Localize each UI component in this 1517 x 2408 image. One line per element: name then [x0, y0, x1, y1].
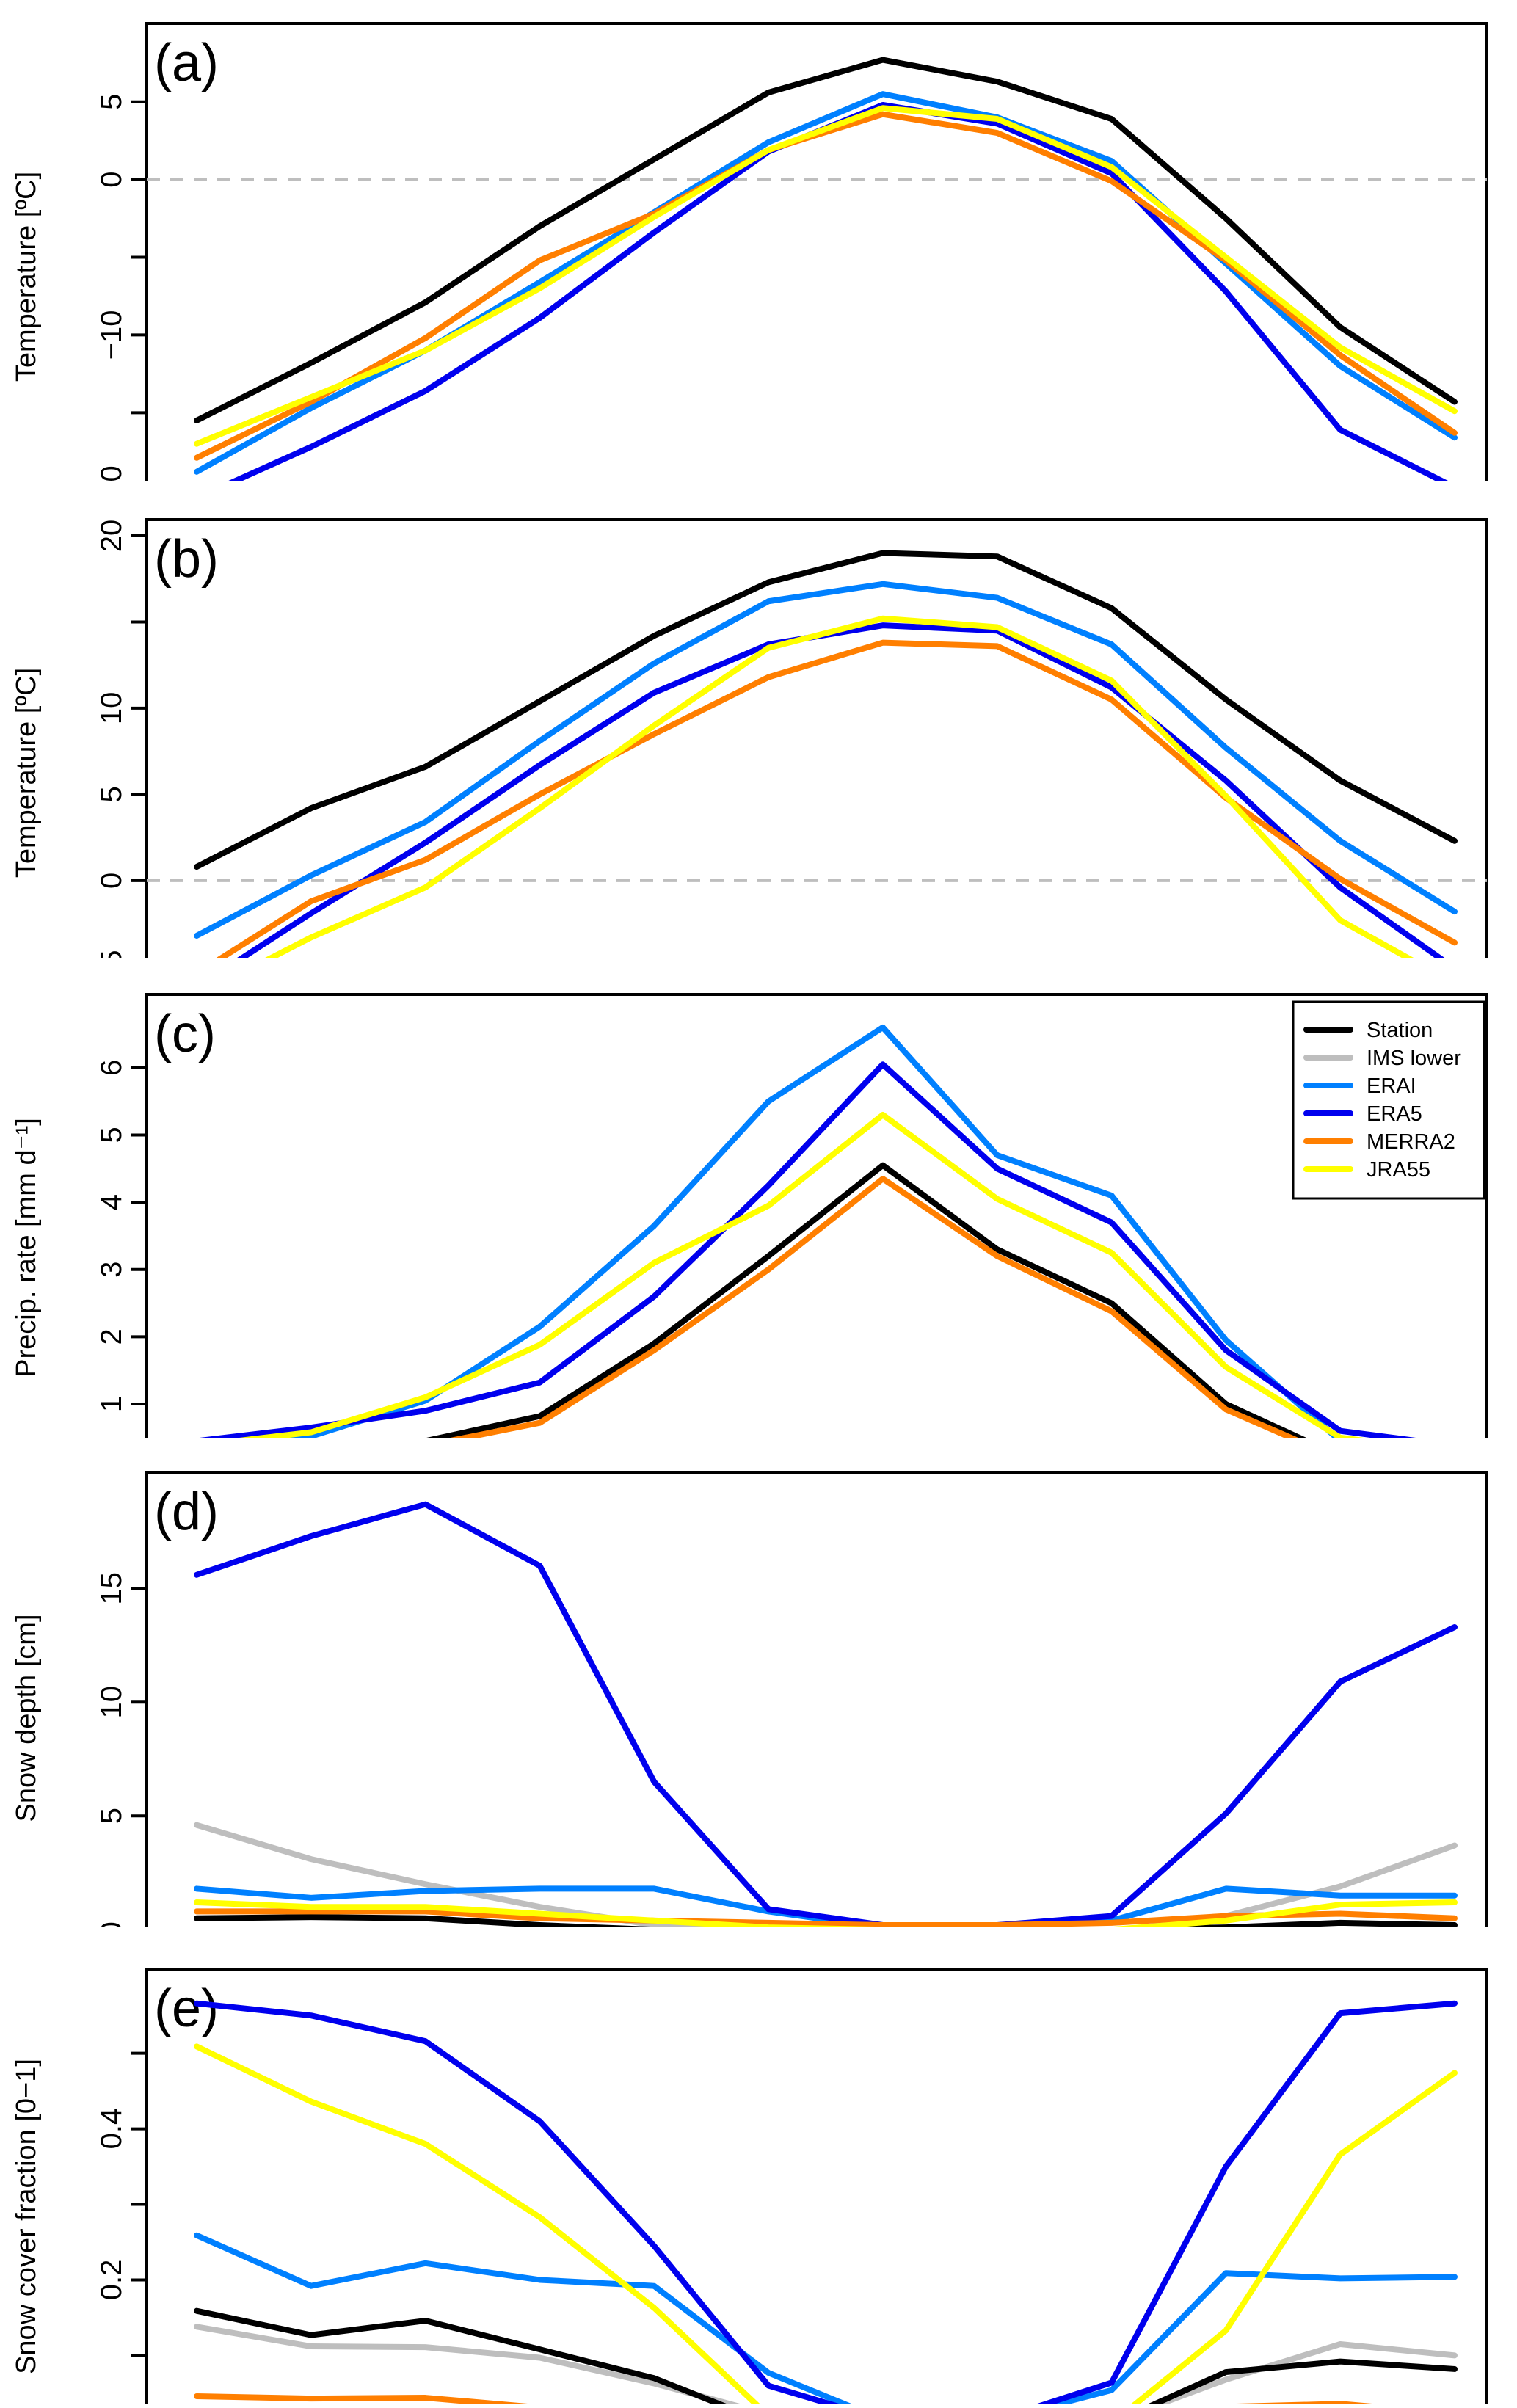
legend-label: Station: [1367, 1019, 1433, 1042]
plot-frame: [145, 1968, 1488, 2408]
y-axis-title: Precip. rate [mm d⁻¹]: [11, 1118, 42, 1378]
panel-d: 05101524681012MonthsSnow depth [cm](d): [0, 1438, 1517, 2089]
panel-label: (a): [154, 34, 219, 92]
panel-c: 012345624681012MonthsPrecip. rate [mm d⁻…: [0, 958, 1517, 1626]
panel-label: (b): [154, 530, 219, 589]
series-line-ims-lower: [194, 2324, 1458, 2408]
y-tick-label: 15: [95, 1572, 128, 1605]
chart-svg: −20−100524681012MonthsTemperature [ºC](a…: [11, 22, 1488, 655]
series-line-jra55: [194, 2043, 1458, 2408]
y-tick-label: 0: [95, 1921, 128, 1927]
legend-label: IMS lower: [1367, 1047, 1461, 1070]
y-tick-label: 1: [95, 1396, 128, 1412]
legend-label: ERA5: [1367, 1102, 1422, 1126]
legend-label: JRA55: [1367, 1158, 1430, 1182]
y-tick-label: 5: [95, 1127, 128, 1143]
y-tick-label: 0: [95, 171, 128, 187]
panel-e: 0.00.20.424681012MonthsSnow cover fracti…: [0, 1927, 1517, 2408]
y-tick-label: 2: [95, 1328, 128, 1345]
y-tick-label: 0: [95, 873, 128, 889]
legend-box: [1292, 1000, 1485, 1200]
series-line-station: [194, 2307, 1458, 2408]
plot-frame: [145, 22, 1488, 531]
legend-label: MERRA2: [1367, 1130, 1455, 1154]
series-line-erai: [194, 1024, 1458, 1460]
y-tick-label: 5: [95, 1808, 128, 1824]
y-tick-label: 3: [95, 1262, 128, 1278]
y-axis-title: Snow cover fraction [0−1]: [11, 2059, 42, 2374]
series-line-erai: [194, 581, 1458, 939]
chart-svg: 012345624681012MonthsPrecip. rate [mm d⁻…: [11, 993, 1488, 1626]
series-line-merra2: [194, 1176, 1458, 1472]
series-line-erai: [194, 2232, 1458, 2408]
plot-frame: [145, 1471, 1488, 1965]
legend-label: ERAI: [1367, 1074, 1416, 1098]
y-tick-label: 20: [95, 520, 128, 553]
legend: Station IMS lower ERAI ERA5 MERRA2 JRA55: [1292, 1000, 1485, 1200]
series-line-station: [194, 550, 1458, 870]
chart-svg: 0.00.20.424681012MonthsSnow cover fracti…: [11, 1968, 1488, 2408]
y-tick-label: 5: [95, 786, 128, 802]
series-line-era5: [194, 1501, 1458, 1929]
series-line-erai: [194, 91, 1458, 475]
y-tick-label: −10: [95, 310, 128, 360]
series-line-era5: [194, 1061, 1458, 1449]
y-tick-label: 4: [95, 1194, 128, 1210]
y-tick-label: 10: [95, 1686, 128, 1719]
chart-svg: 05101524681012MonthsSnow depth [cm](d): [11, 1471, 1488, 2089]
y-tick-label: 6: [95, 1060, 128, 1076]
panel-label: (e): [154, 1979, 219, 2038]
y-axis-title: Temperature [ºC]: [11, 172, 42, 382]
panel-label: (c): [154, 1005, 216, 1063]
series-line-jra55: [194, 1112, 1458, 1456]
series-line-station: [194, 57, 1458, 423]
y-tick-label: 0.4: [95, 2109, 128, 2150]
series-line-jra55: [194, 105, 1458, 447]
y-tick-label: 5: [95, 94, 128, 110]
y-axis-title: Temperature [ºC]: [11, 668, 42, 878]
panel-label: (d): [154, 1483, 219, 1541]
panel-a: −20−100524681012MonthsTemperature [ºC](a…: [0, 0, 1517, 655]
series-line-era5: [194, 2000, 1458, 2408]
y-tick-label: 10: [95, 692, 128, 725]
panel-b: −505102024681012MonthsTemperature [ºC](b…: [0, 470, 1517, 1152]
y-tick-label: −5: [95, 950, 128, 958]
y-axis-title: Snow depth [cm]: [11, 1614, 42, 1822]
series-line-merra2: [194, 639, 1458, 977]
series-line-station: [194, 1162, 1458, 1469]
y-tick-label: 0.2: [95, 2260, 128, 2301]
series-line-jra55: [194, 615, 1458, 1000]
chart-svg: −505102024681012MonthsTemperature [ºC](b…: [11, 518, 1488, 1152]
